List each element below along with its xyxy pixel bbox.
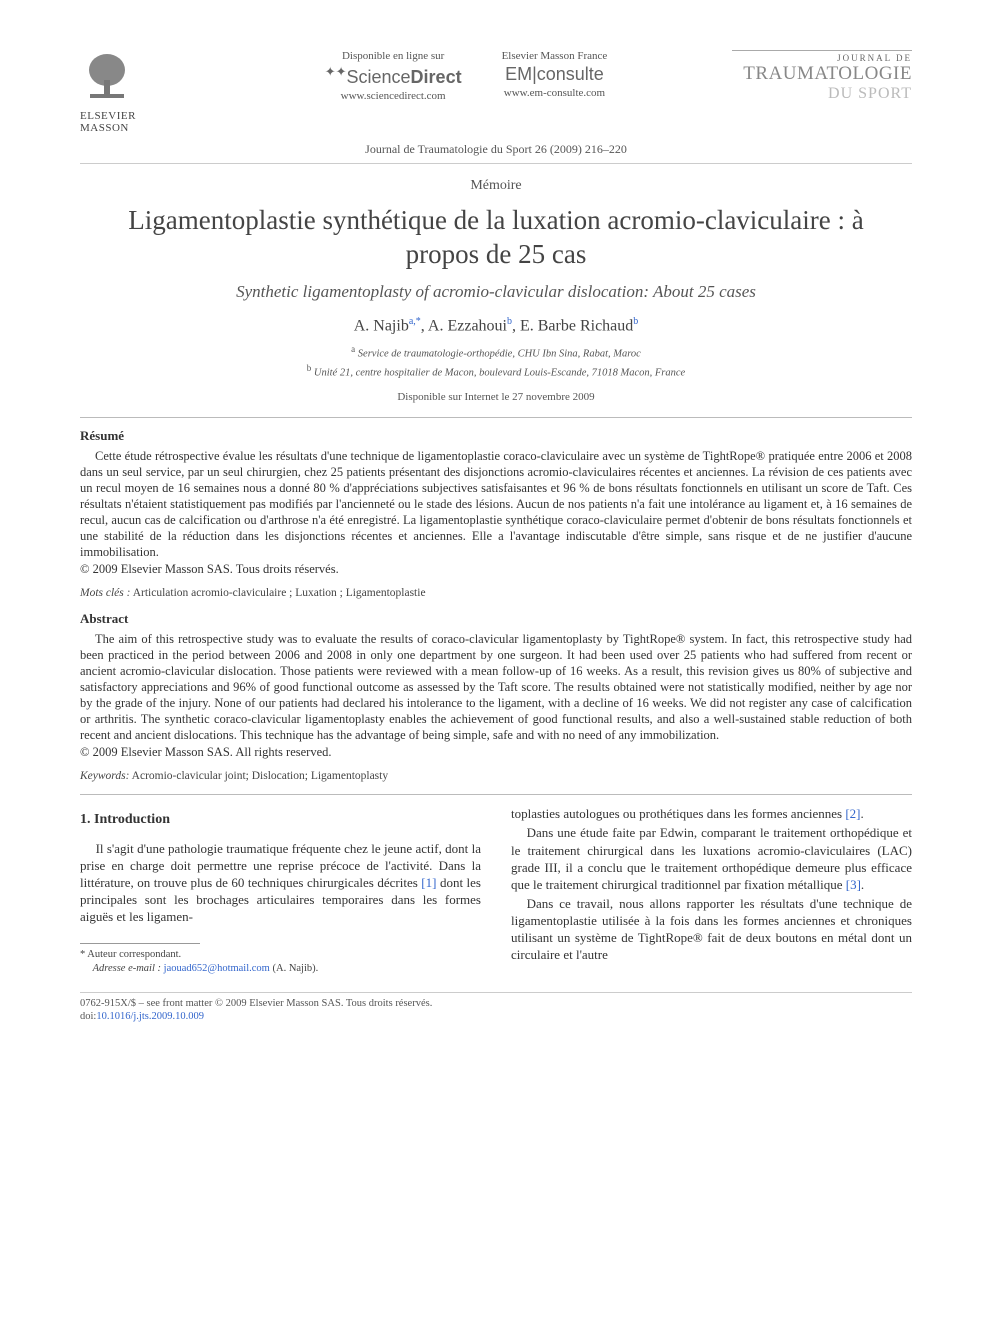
elsevier-tree-icon — [80, 50, 200, 108]
journal-line3: DU SPORT — [732, 85, 912, 103]
sciencedirect-block: Disponible en ligne sur ✦✦ScienceDirect … — [325, 50, 462, 102]
ref-2-link[interactable]: [2] — [845, 806, 860, 821]
author-3-markers[interactable]: b — [633, 316, 638, 327]
sd-url[interactable]: www.sciencedirect.com — [325, 90, 462, 102]
center-links: Disponible en ligne sur ✦✦ScienceDirect … — [200, 50, 732, 102]
footnote-rule — [80, 943, 200, 944]
article-title: Ligamentoplastie synthétique de la luxat… — [110, 204, 882, 272]
keywords-label: Keywords: — [80, 770, 129, 782]
col2-p1: toplasties autologues ou prothétiques da… — [511, 805, 912, 822]
author-2: A. Ezzahoui — [428, 317, 507, 334]
ref-1-link[interactable]: [1] — [421, 875, 436, 890]
col2-p3: Dans ce travail, nous allons rapporter l… — [511, 895, 912, 964]
page: ELSEVIER MASSON Disponible en ligne sur … — [0, 0, 992, 1064]
journal-line2: TRAUMATOLOGIE — [732, 63, 912, 85]
publisher-name: ELSEVIER MASSON — [80, 110, 200, 134]
article-type: Mémoire — [80, 178, 912, 194]
footer-meta: 0762-915X/$ – see front matter © 2009 El… — [80, 997, 912, 1024]
body-columns: 1. Introduction Il s'agit d'une patholog… — [80, 805, 912, 976]
author-email[interactable]: jaouad652@hotmail.com — [164, 963, 270, 974]
journal-line1: JOURNAL DE — [732, 50, 912, 63]
availability: Disponible sur Internet le 27 novembre 2… — [80, 391, 912, 403]
email-suffix: (A. Najib). — [272, 963, 318, 974]
footnote: * Auteur correspondant. Adresse e-mail :… — [80, 948, 481, 975]
author-1-markers[interactable]: a,* — [409, 316, 421, 327]
section-1-heading: 1. Introduction — [80, 811, 481, 829]
abstract-top-rule — [80, 417, 912, 418]
intro-p1: Il s'agit d'une pathologie traumatique f… — [80, 840, 481, 926]
resume-heading: Résumé — [80, 428, 912, 444]
mots-cles-text: Articulation acromio-claviculaire ; Luxa… — [133, 587, 426, 599]
author-1: A. Najib — [354, 317, 409, 334]
abstract-keywords: Keywords: Acromio-clavicular joint; Disl… — [80, 770, 912, 782]
journal-logo: JOURNAL DE TRAUMATOLOGIE DU SPORT — [732, 50, 912, 103]
emconsulte-block: Elsevier Masson France EM|consulte www.e… — [502, 50, 608, 102]
mots-cles-label: Mots clés : — [80, 587, 130, 599]
sd-pretext: Disponible en ligne sur — [325, 50, 462, 62]
abstract-copyright: © 2009 Elsevier Masson SAS. All rights r… — [80, 745, 912, 760]
emconsulte-logo: EM|consulte — [502, 64, 608, 85]
right-column: toplasties autologues ou prothétiques da… — [511, 805, 912, 976]
doi-label: doi: — [80, 1011, 96, 1022]
resume-keywords: Mots clés : Articulation acromio-clavicu… — [80, 587, 912, 599]
email-label: Adresse e-mail : — [93, 963, 161, 974]
em-pretext: Elsevier Masson France — [502, 50, 608, 62]
abstract-heading: Abstract — [80, 611, 912, 627]
em-url[interactable]: www.em-consulte.com — [502, 87, 608, 99]
sciencedirect-logo: ✦✦ScienceDirect — [325, 64, 462, 88]
ref-3-link[interactable]: [3] — [846, 877, 861, 892]
publisher-logo: ELSEVIER MASSON — [80, 50, 200, 134]
citation-line: Journal de Traumatologie du Sport 26 (20… — [80, 142, 912, 157]
header-rule — [80, 163, 912, 164]
abstract-bottom-rule — [80, 794, 912, 795]
front-matter-line: 0762-915X/$ – see front matter © 2009 El… — [80, 997, 912, 1011]
footer-rule — [80, 992, 912, 993]
doi-link[interactable]: 10.1016/j.jts.2009.10.009 — [96, 1011, 204, 1022]
abstract-body: The aim of this retrospective study was … — [80, 631, 912, 743]
resume-body: Cette étude rétrospective évalue les rés… — [80, 448, 912, 560]
keywords-text: Acromio-clavicular joint; Dislocation; L… — [132, 770, 388, 782]
affil-a: Service de traumatologie-orthopédie, CHU… — [358, 348, 641, 359]
authors: A. Najiba,*, A. Ezzahouib, E. Barbe Rich… — [80, 316, 912, 335]
author-3: E. Barbe Richaud — [520, 317, 633, 334]
affiliations: a Service de traumatologie-orthopédie, C… — [80, 343, 912, 381]
corresponding-author: * Auteur correspondant. — [80, 948, 481, 962]
left-column: 1. Introduction Il s'agit d'une patholog… — [80, 805, 481, 976]
header-row: ELSEVIER MASSON Disponible en ligne sur … — [80, 50, 912, 134]
resume-copyright: © 2009 Elsevier Masson SAS. Tous droits … — [80, 562, 912, 577]
col2-p2: Dans une étude faite par Edwin, comparan… — [511, 824, 912, 893]
affil-b: Unité 21, centre hospitalier de Macon, b… — [314, 368, 685, 379]
article-subtitle: Synthetic ligamentoplasty of acromio-cla… — [80, 282, 912, 302]
author-2-markers[interactable]: b — [507, 316, 512, 327]
